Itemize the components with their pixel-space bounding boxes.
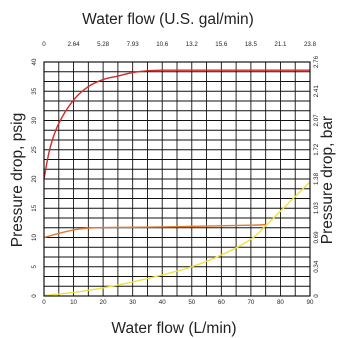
left-tick-label: 10 <box>31 234 38 241</box>
top-tick-label: 7.93 <box>127 41 140 48</box>
left-tick-label: 0 <box>31 294 38 298</box>
bottom-tick-label: 70 <box>247 299 254 306</box>
bottom-tick-label: 60 <box>218 299 225 306</box>
top-tick-label: 5.28 <box>97 41 110 48</box>
left-axis-title: Pressure drop, psig <box>9 113 26 247</box>
top-tick-label: 0 <box>42 41 46 48</box>
right-tick-label: 2.41 <box>313 85 320 98</box>
left-tick-label: 20 <box>31 175 38 182</box>
orange-curve <box>43 223 266 239</box>
right-tick-label: 1.03 <box>313 202 320 215</box>
top-tick-label: 10.6 <box>156 41 169 48</box>
left-tick-label: 30 <box>31 117 38 124</box>
top-tick-label: 18.5 <box>245 41 258 48</box>
left-tick-label: 15 <box>31 204 38 211</box>
bottom-tick-label: 40 <box>159 299 166 306</box>
left-tick-label: 5 <box>31 264 38 268</box>
left-tick-label: 25 <box>31 146 38 153</box>
series-layer <box>43 69 311 297</box>
bottom-tick-label: 30 <box>129 299 136 306</box>
top-tick-label: 2.64 <box>68 41 81 48</box>
plot-frame <box>43 61 311 297</box>
right-axis-title: Pressure drop, bar <box>319 116 336 244</box>
top-tick-label: 23.8 <box>304 41 317 48</box>
right-tick-label: 2.76 <box>313 55 320 68</box>
left-tick-label: 35 <box>31 87 38 94</box>
top-axis-title: Water flow (U.S. gal/min) <box>82 11 254 28</box>
right-tick-label: 0.69 <box>313 231 320 244</box>
right-tick-label: 1.38 <box>313 172 320 185</box>
right-tick-label: 0 <box>313 294 320 298</box>
right-tick-label: 1.72 <box>313 143 320 156</box>
grid-lines <box>44 62 310 296</box>
left-tick-label: 40 <box>31 58 38 65</box>
bottom-tick-label: 10 <box>70 299 77 306</box>
bottom-tick-label: 90 <box>307 299 314 306</box>
right-tick-label: 0.34 <box>313 260 320 273</box>
bottom-tick-label: 80 <box>277 299 284 306</box>
top-tick-label: 13.2 <box>186 41 199 48</box>
top-tick-label: 21.1 <box>274 41 287 48</box>
bottom-tick-label: 0 <box>42 299 46 306</box>
bottom-tick-label: 20 <box>100 299 107 306</box>
yellow-curve <box>43 181 311 297</box>
bottom-axis-title: Water flow (L/min) <box>111 320 236 337</box>
right-tick-label: 2.07 <box>313 114 320 127</box>
top-tick-label: 15.6 <box>215 41 228 48</box>
red-curve <box>43 69 310 180</box>
bottom-tick-label: 50 <box>188 299 195 306</box>
tick-labels: 0 10 20 30 40 50 60 70 80 900 2.64 5.28 7.93 10.6 13.2… <box>31 41 320 306</box>
